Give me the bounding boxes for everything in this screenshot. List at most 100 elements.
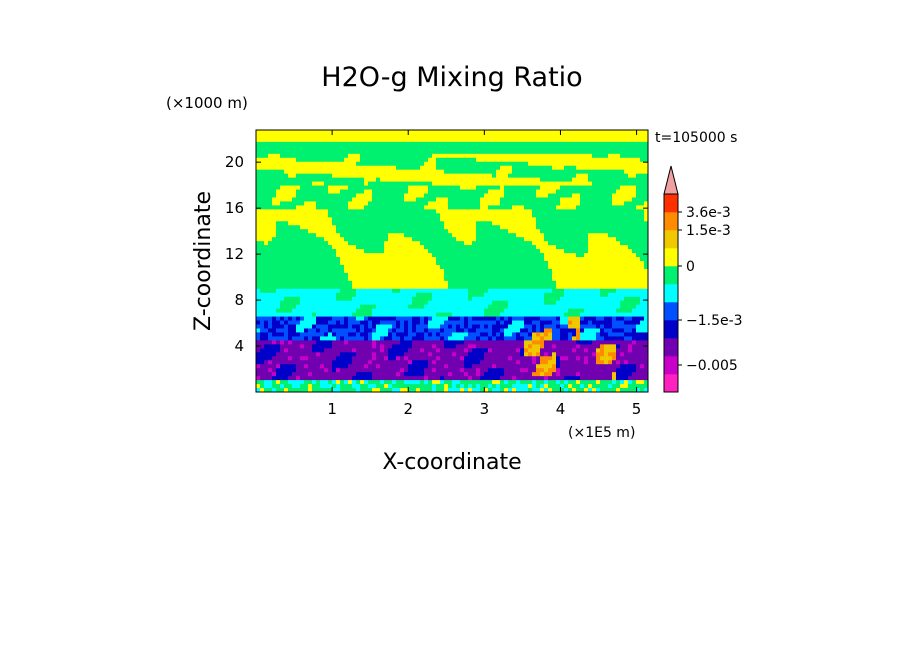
- heatmap-cell: [368, 280, 373, 286]
- heatmap-cell: [340, 328, 345, 333]
- heatmap-cell: [444, 268, 449, 274]
- heatmap-cell: [284, 181, 289, 186]
- heatmap-cell: [320, 245, 325, 250]
- heatmap-cell: [496, 153, 501, 159]
- heatmap-cell: [476, 324, 481, 329]
- heatmap-cell: [324, 324, 329, 329]
- heatmap-cell: [288, 177, 293, 183]
- heatmap-cell: [260, 221, 265, 226]
- heatmap-cell: [348, 197, 353, 202]
- heatmap-cell: [624, 284, 629, 290]
- heatmap-cell: [432, 300, 437, 306]
- heatmap-cell: [332, 245, 337, 250]
- heatmap-cell: [572, 153, 577, 159]
- heatmap-cell: [504, 304, 509, 310]
- heatmap-cell: [612, 209, 617, 214]
- heatmap-cell: [408, 288, 413, 294]
- heatmap-cell: [396, 229, 401, 234]
- heatmap-cell: [484, 312, 489, 317]
- heatmap-cell: [300, 145, 305, 151]
- heatmap-cell: [564, 181, 569, 186]
- heatmap-cell: [296, 225, 301, 230]
- heatmap-cell: [452, 185, 457, 190]
- heatmap-cell: [644, 137, 648, 143]
- heatmap-cell: [272, 153, 277, 159]
- heatmap-cell: [512, 280, 517, 286]
- heatmap-cell: [576, 249, 581, 254]
- heatmap-cell: [412, 237, 417, 242]
- heatmap-cell: [564, 249, 569, 254]
- heatmap-cell: [360, 264, 365, 270]
- heatmap-cell: [632, 316, 637, 321]
- heatmap-cell: [448, 225, 453, 230]
- heatmap-cell: [628, 316, 633, 321]
- heatmap-cell: [580, 169, 585, 175]
- heatmap-cell: [268, 185, 273, 190]
- heatmap-cell: [384, 245, 389, 250]
- heatmap-cell: [472, 276, 477, 282]
- heatmap-cell: [460, 249, 465, 254]
- heatmap-cell: [412, 304, 417, 310]
- heatmap-cell: [416, 320, 421, 325]
- heatmap-cell: [280, 257, 285, 262]
- heatmap-cell: [528, 249, 533, 254]
- heatmap-cell: [620, 201, 625, 206]
- heatmap-cell: [596, 153, 601, 159]
- heatmap-cell: [572, 197, 577, 202]
- heatmap-cell: [576, 304, 581, 310]
- heatmap-cell: [556, 249, 561, 254]
- heatmap-cell: [408, 177, 413, 183]
- heatmap-cell: [468, 272, 473, 278]
- heatmap-cell: [640, 153, 645, 159]
- heatmap-cell: [388, 284, 393, 290]
- heatmap-cell: [596, 324, 601, 329]
- heatmap-cell: [468, 185, 473, 190]
- heatmap-cell: [376, 261, 381, 266]
- heatmap-cell: [520, 272, 525, 278]
- heatmap-cell: [536, 328, 541, 333]
- heatmap-cell: [308, 165, 313, 171]
- heatmap-cell: [460, 261, 465, 266]
- heatmap-cell: [448, 264, 453, 270]
- heatmap-cell: [456, 304, 461, 310]
- heatmap-cell: [372, 209, 377, 214]
- heatmap-cell: [340, 177, 345, 183]
- heatmap-cell: [544, 130, 549, 135]
- heatmap-cell: [596, 185, 601, 190]
- heatmap-cell: [604, 264, 609, 270]
- heatmap-cell: [396, 169, 401, 175]
- heatmap-cell: [560, 245, 565, 250]
- heatmap-cell: [492, 268, 497, 274]
- heatmap-cell: [600, 205, 605, 210]
- heatmap-cell: [360, 312, 365, 317]
- heatmap-cell: [548, 205, 553, 210]
- heatmap-cell: [516, 296, 521, 302]
- heatmap-cell: [504, 185, 509, 190]
- heatmap-cell: [532, 245, 537, 250]
- heatmap-cell: [296, 209, 301, 214]
- heatmap-cell: [576, 189, 581, 194]
- heatmap-cell: [420, 324, 425, 329]
- heatmap-cell: [416, 292, 421, 298]
- heatmap-cell: [556, 213, 561, 218]
- heatmap-cell: [600, 133, 605, 139]
- heatmap-cell: [556, 141, 561, 147]
- heatmap-cell: [448, 221, 453, 226]
- heatmap-cell: [608, 316, 613, 321]
- heatmap-cell: [356, 130, 361, 135]
- heatmap-cell: [556, 272, 561, 278]
- heatmap-cell: [544, 209, 549, 214]
- heatmap-cell: [264, 300, 269, 306]
- heatmap-cell: [476, 209, 481, 214]
- heatmap-cell: [256, 130, 261, 135]
- heatmap-cell: [492, 209, 497, 214]
- heatmap-cell: [308, 237, 313, 242]
- heatmap-cell: [640, 189, 645, 194]
- heatmap-cell: [452, 280, 457, 286]
- heatmap-cell: [444, 280, 449, 286]
- heatmap-cell: [420, 328, 425, 333]
- heatmap-cell: [352, 221, 357, 226]
- heatmap-cell: [608, 328, 613, 333]
- heatmap-cell: [372, 229, 377, 234]
- heatmap-cell: [504, 300, 509, 306]
